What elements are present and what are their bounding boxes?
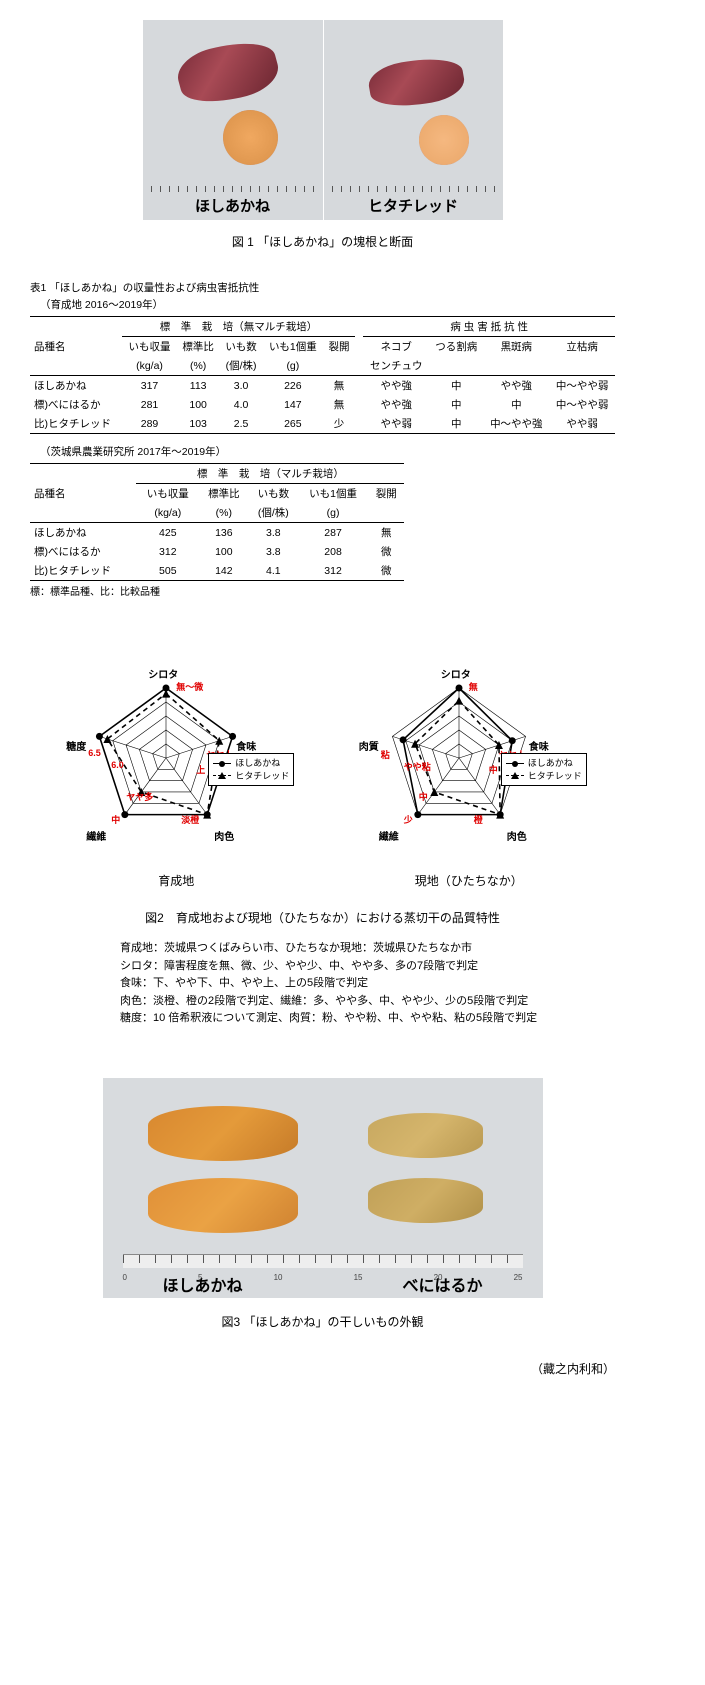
col-wilt: 立枯病: [549, 337, 615, 357]
col-group-cultivation-b: 標 準 栽 培（マルチ栽培）: [136, 464, 404, 484]
radar-value-label: 中: [111, 813, 120, 826]
radar-axis-label: シロタ: [148, 666, 178, 681]
radar-chart-1: シロタ食味肉色繊維糖度無～微ヤヤ上淡橙中6.5上ヤヤ多6.0ほしあかねヒタチレッ…: [56, 648, 296, 868]
col-variety: 品種名: [30, 484, 136, 504]
table-row: ほしあかね4251363.8287無: [30, 523, 404, 543]
radar-value-label: 6.0: [111, 760, 124, 770]
col-crack: 裂開: [323, 337, 355, 357]
radar-value-label: 粘: [381, 748, 390, 761]
figure-2-note-line: 肉色：淡橙、橙の2段階で判定、繊維：多、やや多、中、やや少、少の5段階で判定: [120, 993, 615, 1011]
figure-2-note-line: シロタ：障害程度を無、微、少、やや少、中、やや多、多の7段階で判定: [120, 958, 615, 976]
radar-legend: ほしあかねヒタチレッド: [208, 753, 294, 786]
author-credit: （藏之内利和）: [30, 1360, 615, 1377]
figure-3-caption: 図3 「ほしあかね」の干しいもの外観: [30, 1313, 615, 1330]
table-1: 表1 「ほしあかね」の収量性および病虫害抵抗性 （育成地 2016～2019年）…: [30, 280, 615, 598]
col-tuber-weight: いも1個重: [263, 337, 324, 357]
col-tsuru: つる割病: [429, 337, 483, 357]
radar-value-label: 橙: [474, 813, 483, 826]
table-1-subtitle-b: （茨城県農業研究所 2017年～2019年）: [30, 444, 615, 459]
ruler-icon: [123, 1254, 523, 1268]
col-nematode: ネコブ: [363, 337, 429, 357]
unit-yield: (kg/a): [122, 356, 176, 376]
radar-value-label: 淡橙: [181, 813, 199, 826]
figure-1-caption: 図 1 「ほしあかね」の塊根と断面: [30, 233, 615, 250]
figure-2-notes: 育成地：茨城県つくばみらい市、ひたちなか現地：茨城県ひたちなか市シロタ：障害程度…: [120, 940, 615, 1028]
dried-potato-icon: [148, 1178, 298, 1233]
figure-1: ほしあかね ヒタチレッド 図 1 「ほしあかね」の塊根と断面: [30, 20, 615, 250]
radar-axis-label: 食味: [236, 738, 256, 753]
col-crack: 裂開: [368, 484, 404, 504]
radar-chart-2: シロタ食味肉色繊維肉質無ヤヤ上橙少粘中中やや粘ほしあかねヒタチレッド: [349, 648, 589, 868]
figure-2-caption: 図2 育成地および現地（ひたちなか）における蒸切干の品質特性: [30, 909, 615, 926]
col-ratio: 標準比: [177, 337, 220, 357]
col-ratio: 標準比: [199, 484, 248, 504]
figure-3-left-label: ほしあかね: [163, 1272, 243, 1296]
figure-2-charts: シロタ食味肉色繊維糖度無～微ヤヤ上淡橙中6.5上ヤヤ多6.0ほしあかねヒタチレッ…: [30, 648, 615, 889]
table-row: 標)べにはるか3121003.8208微: [30, 542, 404, 561]
radar-axis-label: 繊維: [379, 828, 399, 843]
radar-value-label: やや粘: [404, 760, 431, 773]
table-row: ほしあかね3171133.0226無やや強中やや強中～やや弱: [30, 376, 615, 396]
table-1b: 標 準 栽 培（マルチ栽培） 品種名 いも収量 標準比 いも数 いも1個重 裂開…: [30, 463, 404, 581]
ruler-icon: [151, 186, 315, 192]
dried-potato-icon: [368, 1178, 483, 1223]
table-row: 比)ヒタチレッド5051424.1312微: [30, 561, 404, 581]
figure-3: 0510152025 ほしあかね べにはるか 図3 「ほしあかね」の干しいもの外…: [30, 1078, 615, 1330]
dried-potato-icon: [368, 1113, 483, 1158]
radar-value-label: 中: [489, 763, 498, 776]
col-tuber-weight: いも1個重: [298, 484, 368, 504]
radar-value-label: 上: [196, 763, 205, 776]
figure-3-right-label: べにはるか: [402, 1272, 482, 1296]
radar-axis-label: 繊維: [86, 828, 106, 843]
radar-axis-label: シロタ: [441, 666, 471, 681]
tuber-slice-icon: [223, 110, 278, 165]
figure-2-note-line: 食味：下、やや下、中、やや上、上の5段階で判定: [120, 975, 615, 993]
ruler-icon: [332, 186, 495, 192]
col-count: いも数: [220, 337, 263, 357]
figure-2-note-line: 糖度：10 倍希釈液について測定、肉質：粉、やや粉、中、やや粘、粘の5段階で判定: [120, 1010, 615, 1028]
radar-value-label: 6.5: [88, 748, 101, 758]
col-black-spot: 黒斑病: [483, 337, 549, 357]
table-row: 標)べにはるか2811004.0147無やや強中中中～やや弱: [30, 395, 615, 414]
figure-1-photo-pair: ほしあかね ヒタチレッド: [143, 20, 503, 220]
table-1a: 標 準 栽 培（無マルチ栽培） 病 虫 害 抵 抗 性 品種名 いも収量 標準比…: [30, 316, 615, 434]
radar-value-label: 無～微: [176, 680, 203, 693]
unit-count: (個/株): [220, 356, 263, 376]
unit-ratio: (%): [177, 356, 220, 376]
table-row: 比)ヒタチレッド2891032.5265少やや弱中中～やや強やや弱: [30, 414, 615, 434]
radar-axis-label: 肉色: [214, 828, 234, 843]
unit-wt: (g): [263, 356, 324, 376]
table-1-subtitle-a: （育成地 2016～2019年）: [30, 297, 615, 312]
radar-axis-label: 食味: [529, 738, 549, 753]
sweetpotato-icon: [172, 33, 283, 112]
figure-1-left-label: ほしあかね: [143, 195, 323, 216]
radar-axis-label: 肉色: [507, 828, 527, 843]
col-group-resistance: 病 虫 害 抵 抗 性: [363, 317, 615, 337]
col-yield: いも収量: [122, 337, 176, 357]
tuber-slice-icon: [419, 115, 469, 165]
dried-potato-icon: [148, 1106, 298, 1161]
figure-1-right-label: ヒタチレッド: [324, 195, 503, 216]
radar-legend: ほしあかねヒタチレッド: [501, 753, 587, 786]
radar-value-label: 中: [419, 790, 428, 803]
table-1-note: 標：標準品種、比：比較品種: [30, 583, 615, 598]
col-count: いも数: [249, 484, 298, 504]
radar-1-title: 育成地: [56, 872, 296, 889]
table-1-title: 表1 「ほしあかね」の収量性および病虫害抵抗性: [30, 280, 615, 295]
col-yield: いも収量: [136, 484, 199, 504]
col-variety: 品種名: [30, 337, 122, 357]
radar-value-label: ヤヤ多: [126, 790, 153, 803]
radar-value-label: 少: [404, 813, 413, 826]
col-group-cultivation: 標 準 栽 培（無マルチ栽培）: [122, 317, 354, 337]
figure-1-panel-right: ヒタチレッド: [323, 20, 503, 220]
col-nematode-2: センチュウ: [363, 356, 429, 376]
radar-value-label: 無: [469, 680, 478, 693]
radar-axis-label: 糖度: [66, 738, 86, 753]
figure-2-note-line: 育成地：茨城県つくばみらい市、ひたちなか現地：茨城県ひたちなか市: [120, 940, 615, 958]
radar-2-title: 現地（ひたちなか）: [349, 872, 589, 889]
figure-3-photo: 0510152025 ほしあかね べにはるか: [103, 1078, 543, 1298]
figure-1-panel-left: ほしあかね: [143, 20, 323, 220]
radar-axis-label: 肉質: [359, 738, 379, 753]
sweetpotato-icon: [365, 52, 466, 113]
